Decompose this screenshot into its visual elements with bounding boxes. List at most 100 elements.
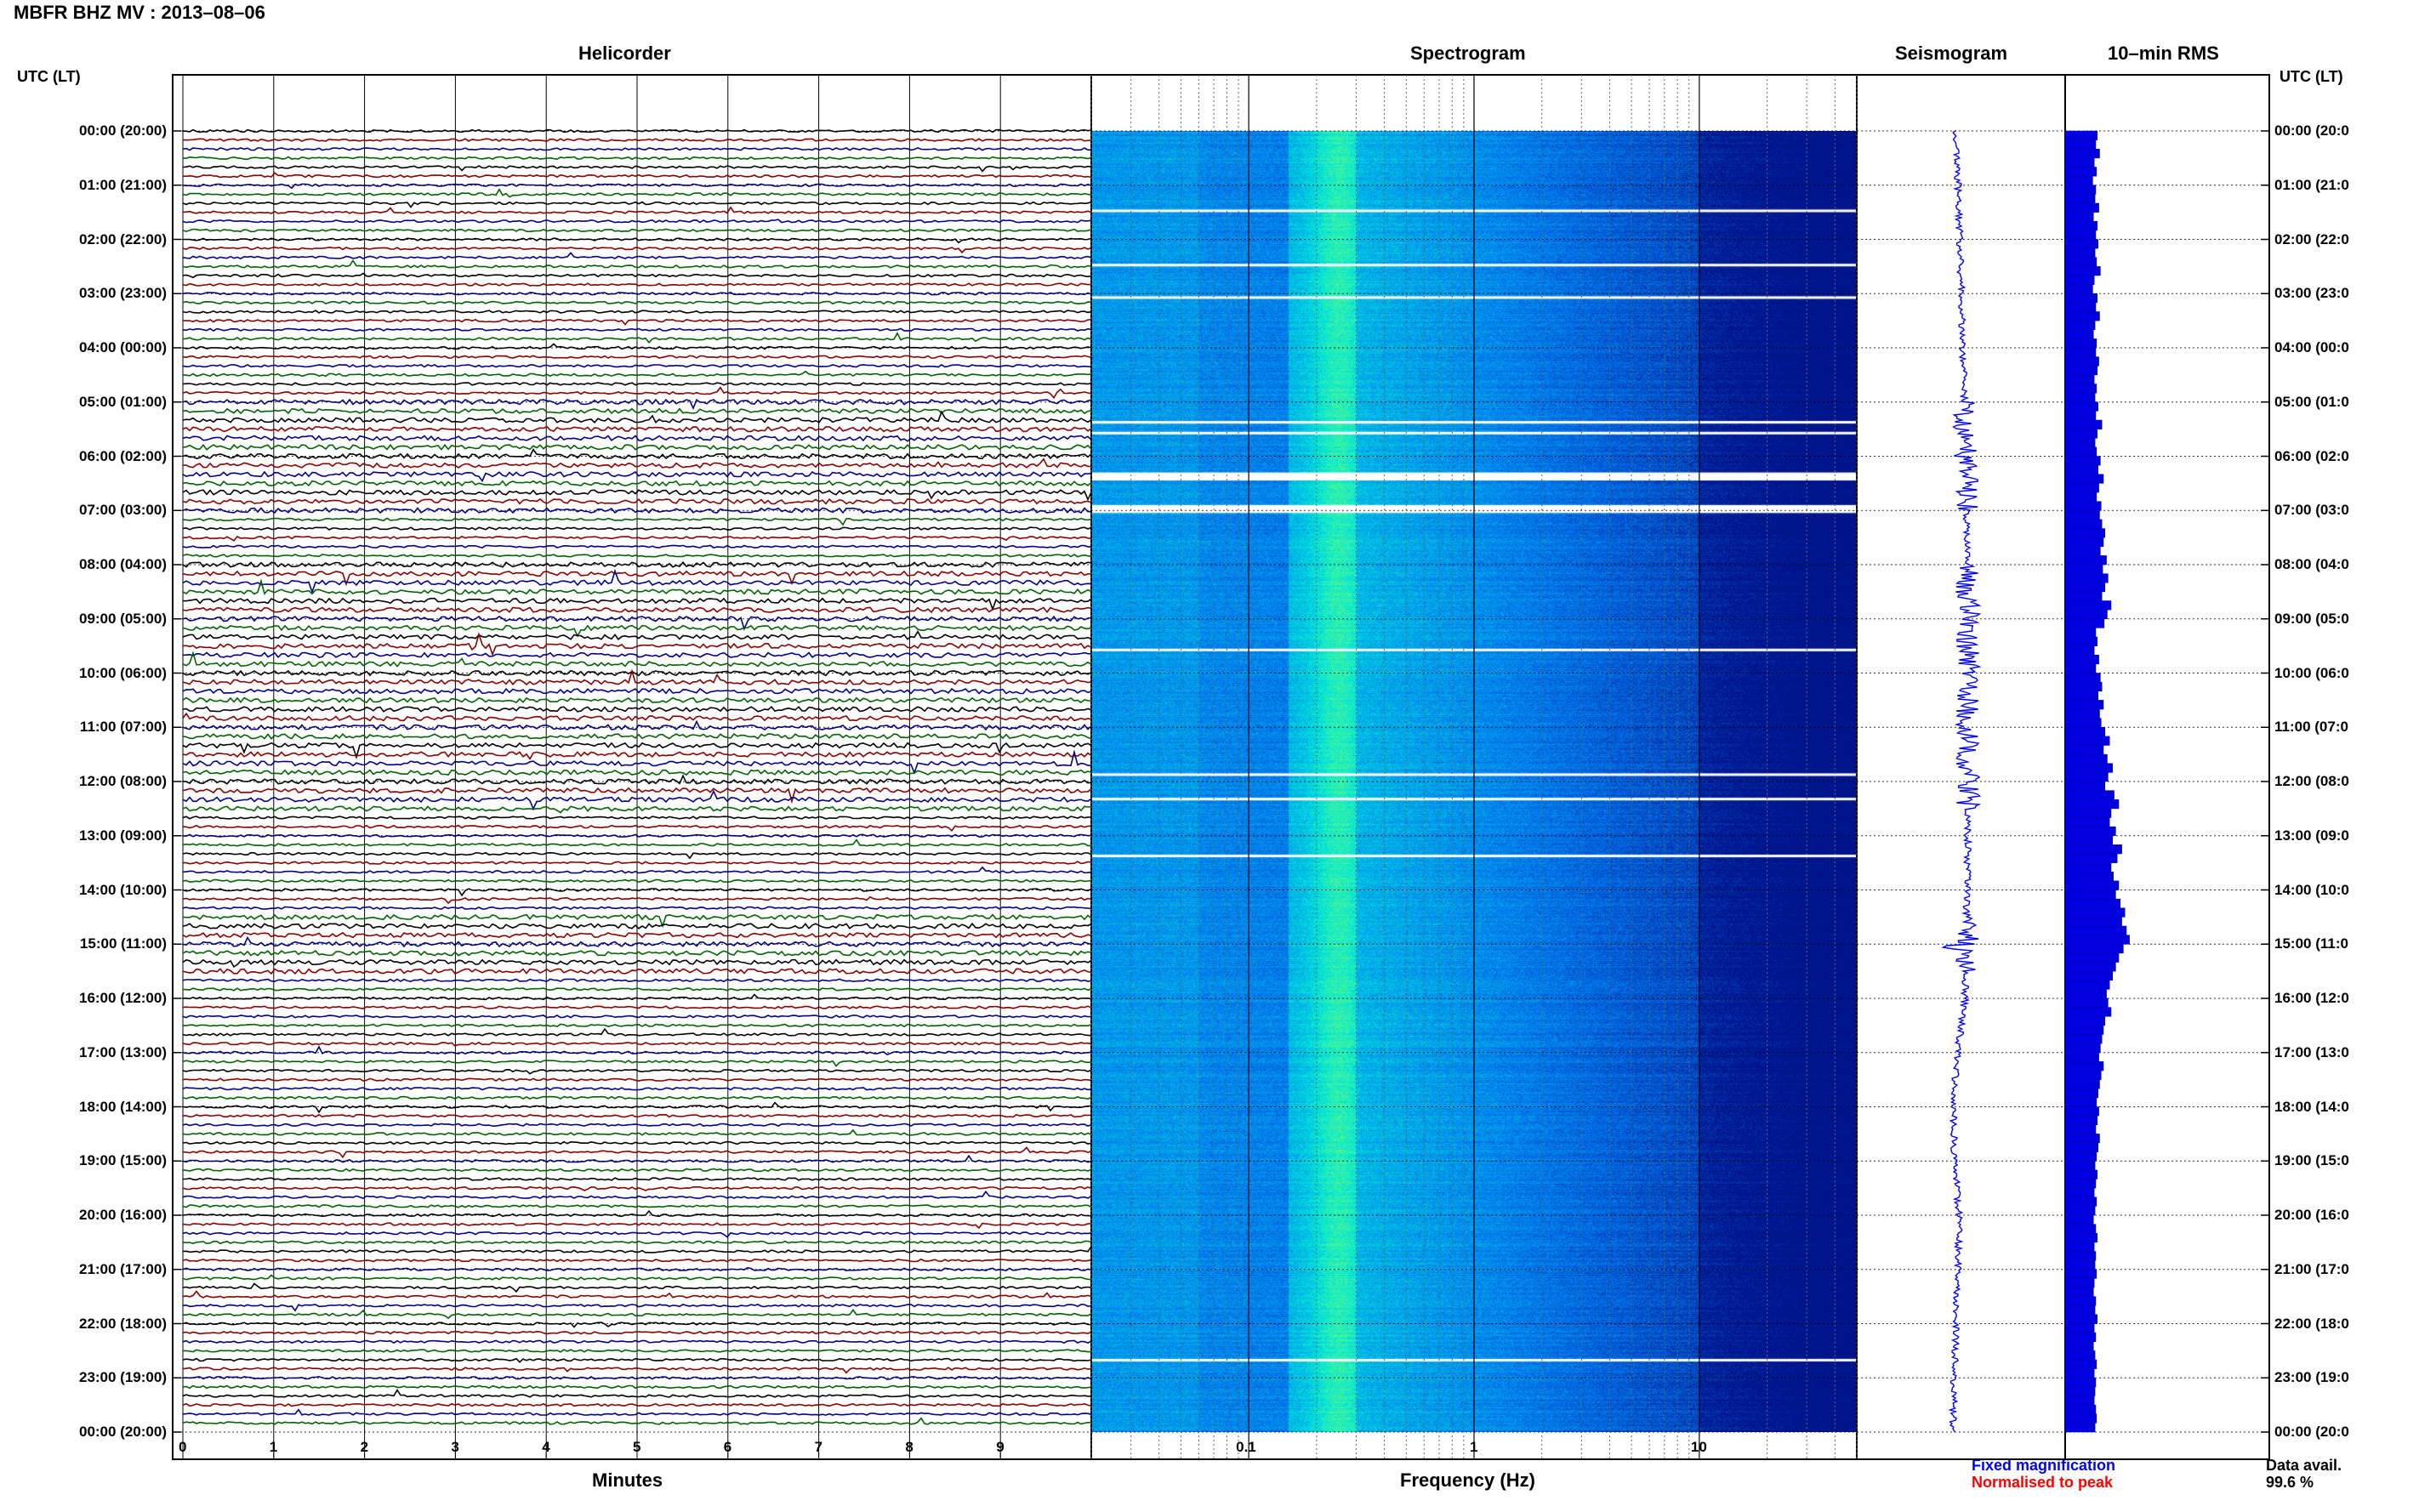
rms-bar	[2064, 1413, 2097, 1424]
rms-bar	[2064, 338, 2097, 349]
rms-bar	[2064, 718, 2102, 728]
rms-bar	[2064, 1386, 2096, 1396]
data-avail-label: Data avail.	[2266, 1457, 2342, 1474]
rms-bar	[2064, 175, 2093, 185]
helicorder-trace	[182, 1077, 1092, 1082]
rms-bar	[2064, 925, 2127, 935]
helicorder-trace	[182, 1246, 1092, 1253]
helicorder-trace	[182, 458, 1092, 469]
rms-bar	[2064, 446, 2097, 457]
rms-bar	[2064, 663, 2097, 674]
rms-bar	[2064, 356, 2099, 367]
normalised-legend: Normalised to peak	[1972, 1474, 2114, 1491]
seismogram-trace	[1941, 130, 1982, 1433]
rms-bar	[2064, 275, 2095, 285]
helicorder-trace	[182, 742, 1092, 760]
time-label-left: 11:00 (07:00)	[79, 719, 167, 736]
time-label-right: 17:00 (13:0	[2274, 1043, 2349, 1060]
time-label-right: 05:00 (01:0	[2274, 393, 2349, 410]
time-label-left: 10:00 (06:00)	[78, 664, 167, 681]
helicorder-trace	[182, 1027, 1092, 1037]
rms-bar	[2064, 384, 2097, 394]
helicorder-trace	[182, 651, 1092, 659]
helicorder-trace	[182, 497, 1092, 505]
helicorder-title: Helicorder	[578, 43, 671, 64]
time-label-left: 21:00 (17:00)	[78, 1260, 167, 1277]
rms-bar	[2064, 1359, 2097, 1369]
helicorder-trace	[182, 201, 1092, 208]
rms-bar	[2064, 1043, 2101, 1053]
helicorder-trace	[182, 651, 1092, 668]
rms-bar	[2064, 935, 2130, 945]
helicorder-trace	[182, 327, 1092, 333]
rms-bar	[2064, 167, 2097, 177]
rms-bar	[2064, 1323, 2095, 1333]
helicorder-trace	[182, 838, 1092, 847]
rms-bar	[2064, 1115, 2098, 1125]
rms-bar	[2064, 745, 2104, 755]
rms-bar	[2064, 1259, 2096, 1270]
rms-bar	[2064, 239, 2098, 249]
rms-bar	[2064, 464, 2098, 475]
time-label-right: 03:00 (23:0	[2274, 285, 2349, 302]
helicorder-trace	[182, 789, 1092, 811]
rms-bar	[2064, 429, 2098, 439]
helicorder-trace	[183, 861, 1092, 865]
rms-bar	[2064, 609, 2108, 619]
helicorder-trace	[182, 1095, 1092, 1100]
time-label-left: 06:00 (02:00)	[78, 447, 167, 464]
helicorder-trace	[182, 922, 1092, 930]
minutes-axis-label: Minutes	[592, 1469, 663, 1491]
helicorder-trace	[182, 363, 1092, 368]
helicorder-trace	[182, 535, 1092, 542]
helicorder-trace	[182, 732, 1092, 740]
time-label-left: 23:00 (19:00)	[78, 1369, 167, 1386]
time-label-left: 02:00 (22:00)	[78, 230, 167, 247]
helicorder-trace	[182, 183, 1092, 190]
rms-bar	[2064, 1106, 2099, 1117]
rms-bar	[2064, 1368, 2095, 1378]
time-label-left: 15:00 (11:00)	[79, 935, 167, 952]
rms-bar	[2064, 1305, 2096, 1316]
helicorder-trace	[182, 544, 1092, 549]
rms-bar	[2064, 772, 2109, 782]
helicorder-trace	[182, 1168, 1092, 1173]
rms-bar	[2064, 1395, 2095, 1406]
time-label-left: 13:00 (09:00)	[78, 827, 167, 844]
rms-bar	[2064, 952, 2120, 963]
time-label-left: 00:00 (20:00)	[78, 1424, 167, 1440]
helicorder-trace	[182, 1402, 1092, 1407]
rms-bar	[2064, 1269, 2097, 1279]
rms-bar	[2064, 564, 2103, 574]
rms-bar	[2064, 844, 2122, 855]
helicorder-trace	[182, 1408, 1092, 1416]
helicorder-trace	[182, 913, 1092, 929]
rms-bar	[2064, 862, 2112, 873]
helicorder-trace	[182, 824, 1092, 832]
rms-bar	[2064, 401, 2098, 412]
rms-title: 10–min RMS	[2108, 43, 2219, 64]
page-title: MBFR BHZ MV : 2013–08–06	[14, 2, 265, 23]
rms-bar	[2064, 1187, 2095, 1197]
rms-bar	[2064, 149, 2100, 159]
helicorder-trace	[182, 138, 1091, 142]
rms-bar	[2064, 474, 2104, 484]
rms-bar	[2064, 970, 2114, 981]
time-label-right: 11:00 (07:0	[2274, 719, 2348, 736]
time-label-right: 20:00 (16:0	[2274, 1207, 2349, 1223]
helicorder-trace	[182, 931, 1092, 939]
time-label-left: 12:00 (08:00)	[78, 773, 167, 789]
rms-bar	[2064, 555, 2107, 566]
time-label-right: 08:00 (04:0	[2274, 556, 2349, 572]
helicorder-trace	[182, 597, 1092, 611]
helicorder-trace	[182, 1240, 1092, 1245]
rms-bar	[2064, 998, 2109, 1008]
rms-bar	[2064, 872, 2114, 882]
rms-bar	[2064, 1034, 2103, 1044]
rms-bar	[2064, 366, 2098, 376]
rms-bar	[2064, 691, 2098, 701]
rms-bar	[2064, 853, 2118, 863]
time-label-right: 00:00 (20:0	[2274, 1424, 2349, 1440]
helicorder-trace	[182, 1185, 1092, 1191]
rms-bar	[2064, 501, 2102, 511]
